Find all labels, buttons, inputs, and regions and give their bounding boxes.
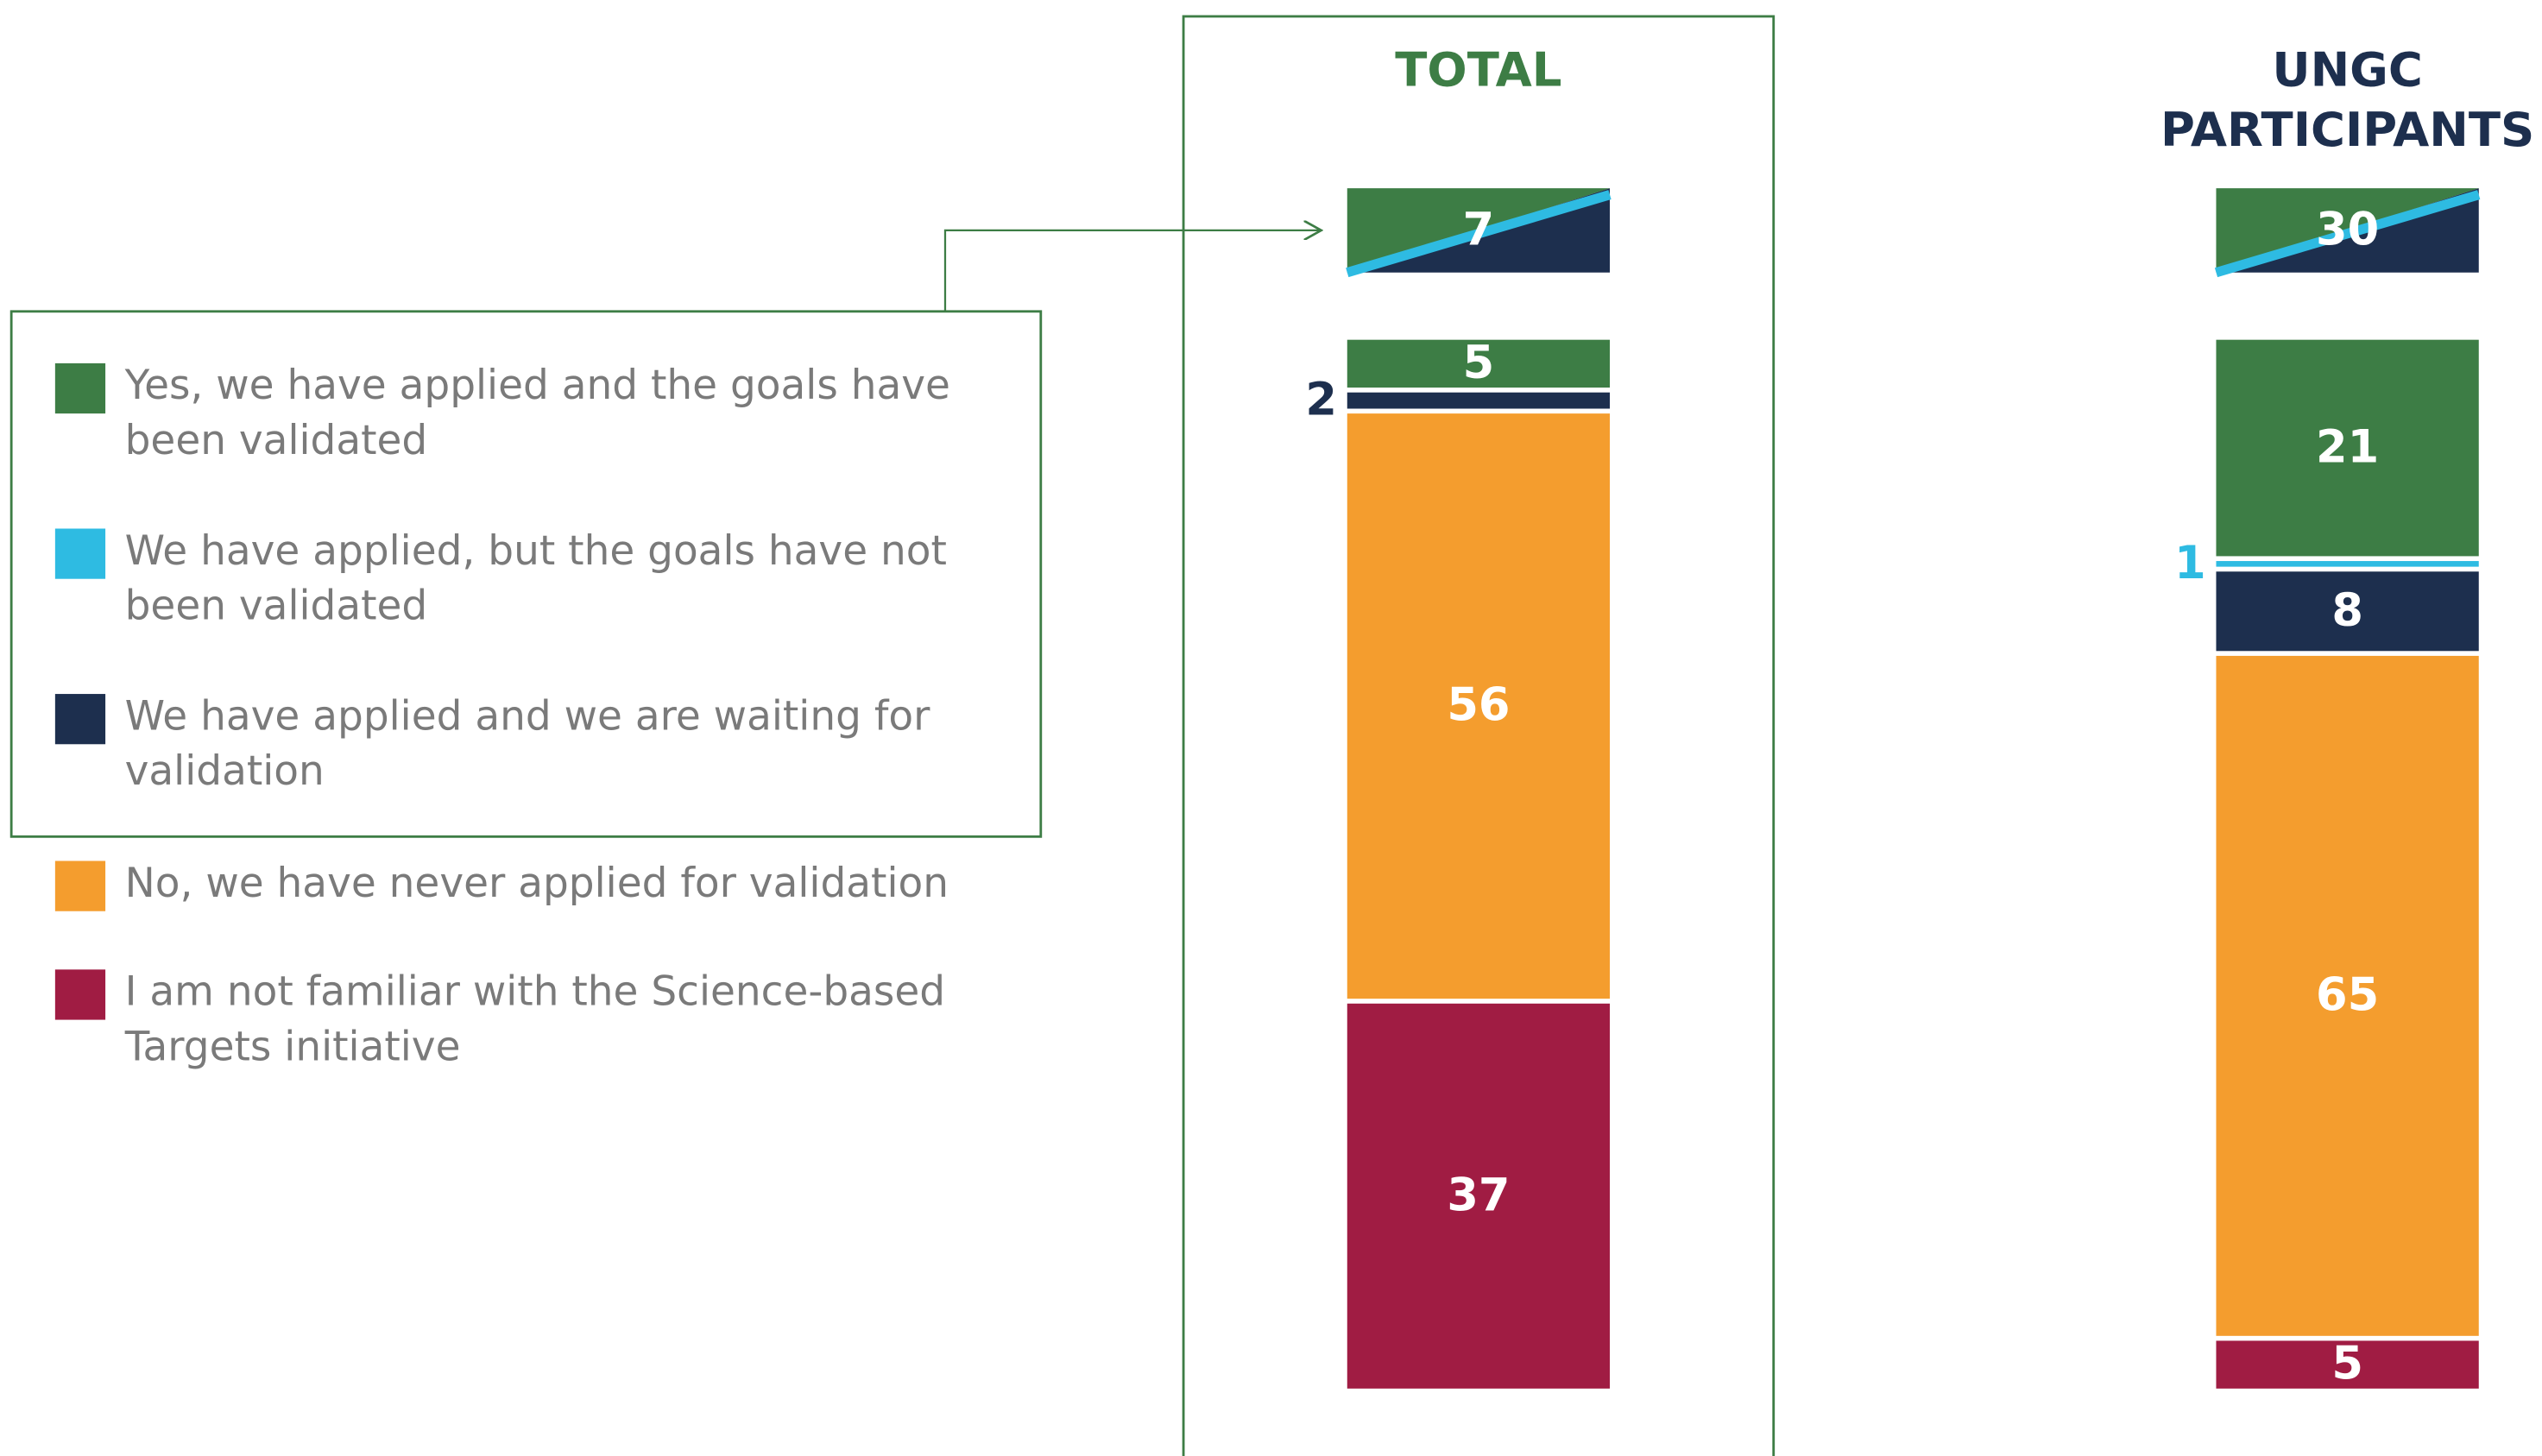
- legend-swatch: [54, 969, 106, 1020]
- bar-segment: [2216, 655, 2479, 1336]
- summary-stripe: [1346, 190, 1612, 278]
- legend-swatch: [54, 528, 106, 579]
- legend-label-box: We have applied and we are waiting for v…: [124, 692, 930, 795]
- value-label: 8: [2331, 584, 2363, 637]
- total-frame: [1182, 15, 1776, 1456]
- bar-segment: [2216, 571, 2479, 652]
- legend-label: I am not familiar with the Science-based…: [124, 968, 946, 1070]
- category-label-box: UNGC PARTICIPANTS: [2160, 42, 2535, 158]
- bar-segment: [2216, 1340, 2479, 1389]
- legend-label-box: Yes, we have applied and the goals have …: [124, 362, 950, 464]
- bar-segment: [1347, 392, 1611, 409]
- category-label: UNGC PARTICIPANTS: [2160, 42, 2535, 158]
- value-label: 5: [2331, 1338, 2363, 1390]
- value-label: 5: [1463, 337, 1495, 389]
- bar-segment: [1347, 1003, 1611, 1389]
- value-label: 37: [1447, 1169, 1510, 1221]
- value-label: 2: [1305, 374, 1337, 426]
- bar-segment: [2216, 339, 2479, 557]
- value-label: 21: [2316, 421, 2379, 474]
- summary-stripe: [2214, 190, 2481, 278]
- value-label: 65: [2316, 968, 2379, 1021]
- legend-label: Yes, we have applied and the goals have …: [124, 362, 950, 464]
- legend-label: No, we have never applied for validation: [124, 859, 949, 907]
- summary-box: [2214, 188, 2481, 278]
- legend-label: We have applied and we are waiting for v…: [124, 692, 930, 795]
- legend-swatch: [54, 860, 106, 911]
- summary-label: 30: [2316, 203, 2379, 255]
- value-label: 56: [1447, 679, 1510, 732]
- legend-label-box: No, we have never applied for validation: [124, 859, 949, 907]
- legend-label-box: I am not familiar with the Science-based…: [124, 968, 946, 1070]
- legend-swatch: [54, 694, 106, 745]
- legend-label-box: We have applied, but the goals have not …: [124, 526, 947, 629]
- value-label: 1: [2174, 537, 2206, 589]
- legend-group-box: [9, 310, 1043, 838]
- summary-label: 7: [1463, 203, 1495, 255]
- legend-swatch: [54, 362, 106, 414]
- connector-arrow: [943, 230, 1321, 312]
- category-label-box: TOTAL: [1395, 42, 1562, 98]
- bar-segment: [1347, 339, 1611, 388]
- category-label: TOTAL: [1395, 42, 1562, 98]
- bar-segment: [2216, 561, 2479, 567]
- legend-label: We have applied, but the goals have not …: [124, 526, 947, 629]
- summary-box: [1346, 188, 1612, 278]
- bar-segment: [1347, 413, 1611, 999]
